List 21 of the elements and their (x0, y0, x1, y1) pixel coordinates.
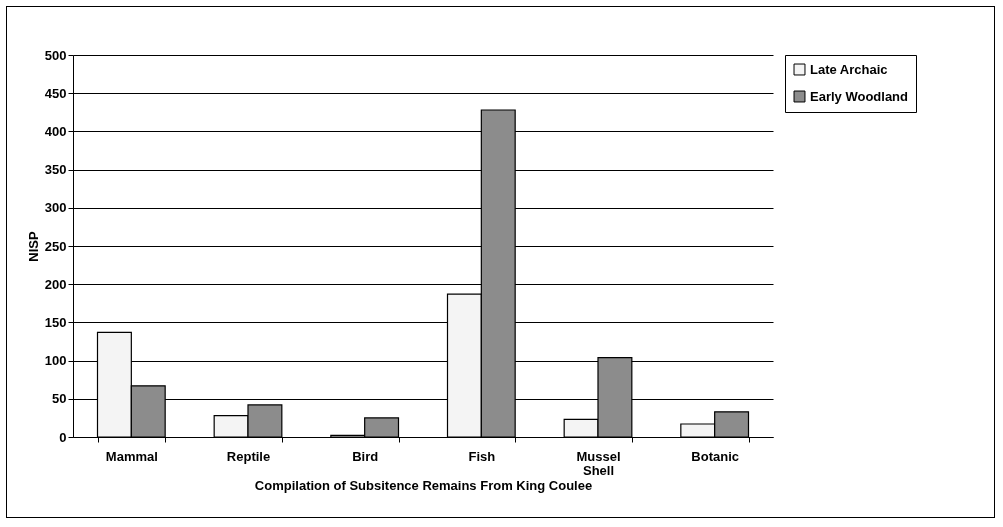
y-tick-label: 200 (44, 276, 67, 292)
x-tick-label: Reptile (226, 448, 271, 464)
legend-label: Early Woodland (810, 88, 909, 104)
x-tick-label: Fish (468, 448, 496, 464)
legend-label: Late Archaic (810, 61, 888, 77)
y-tick-label: 450 (44, 85, 67, 101)
y-tick-label: 150 (44, 314, 67, 330)
y-axis-title: NISP (25, 231, 41, 262)
x-tick-label: Bird (352, 448, 379, 464)
y-tick-label: 400 (44, 123, 67, 139)
x-tick-label: Mussel Shell (576, 448, 621, 478)
x-tick-label: Botanic (691, 448, 739, 464)
y-tick-label: 500 (44, 47, 67, 63)
y-tick-label: 300 (44, 200, 67, 216)
y-tick-label: 350 (44, 162, 67, 178)
x-axis-title: Compilation of Subsitence Remains From King Coulee (254, 477, 593, 493)
y-tick-label: 250 (44, 238, 67, 254)
y-tick-label: 100 (44, 353, 67, 369)
y-tick-label: 0 (59, 429, 67, 445)
y-tick-label: 50 (52, 391, 67, 407)
x-tick-label: Mammal (105, 448, 158, 464)
